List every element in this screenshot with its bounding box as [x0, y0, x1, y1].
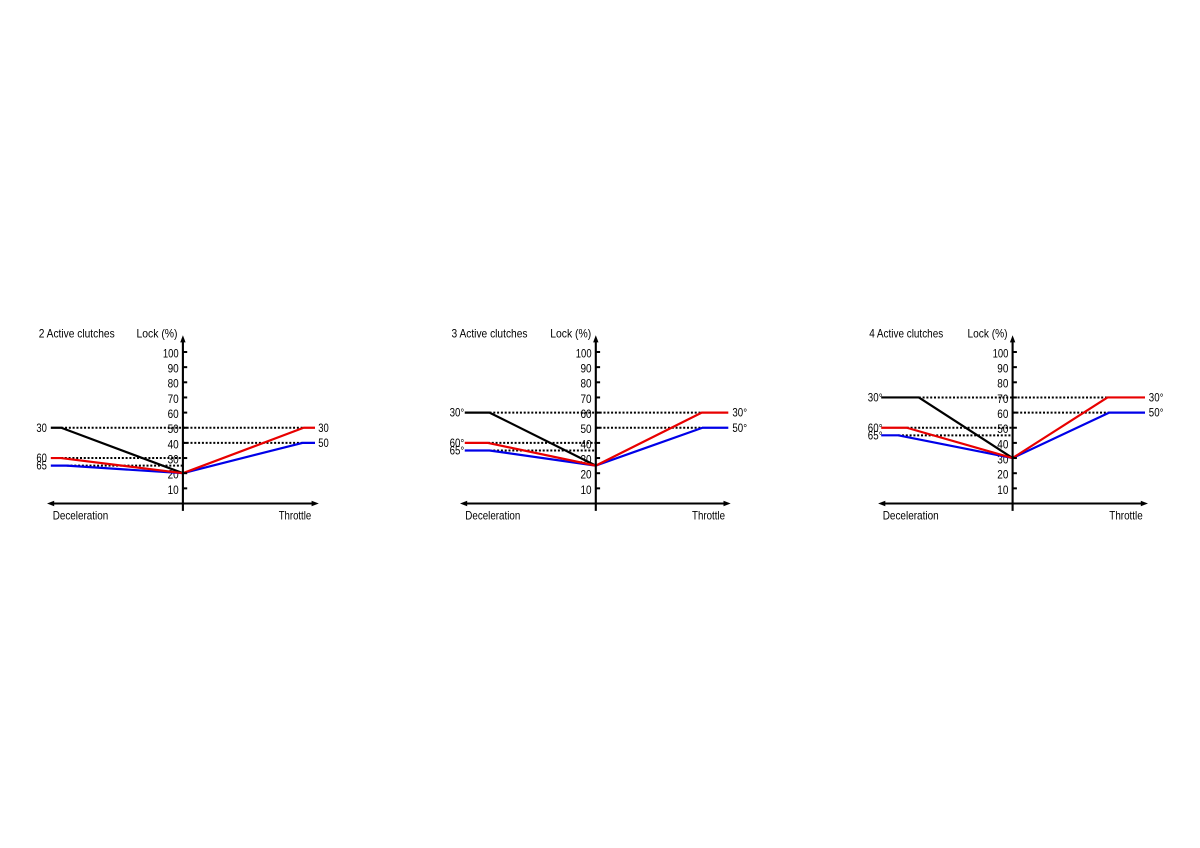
svg-text:60: 60 [997, 407, 1008, 421]
svg-text:3 Active clutches: 3 Active clutches [452, 327, 528, 341]
svg-text:65: 65 [36, 459, 47, 473]
svg-text:60: 60 [168, 407, 179, 421]
svg-text:60: 60 [36, 451, 47, 465]
svg-text:60°: 60° [450, 436, 465, 450]
svg-text:Lock (%): Lock (%) [968, 327, 1008, 341]
svg-text:30: 30 [997, 452, 1008, 466]
svg-text:20: 20 [581, 468, 592, 482]
svg-text:90: 90 [168, 362, 179, 376]
svg-text:30: 30 [581, 452, 592, 466]
svg-text:4 Active clutches: 4 Active clutches [869, 327, 943, 341]
svg-text:50: 50 [168, 422, 179, 436]
svg-text:10: 10 [168, 483, 179, 497]
svg-text:Throttle: Throttle [692, 509, 725, 523]
svg-text:30°: 30° [868, 391, 883, 405]
svg-text:100: 100 [163, 346, 179, 360]
svg-text:50: 50 [581, 422, 592, 436]
svg-text:70: 70 [997, 392, 1008, 406]
svg-text:30: 30 [168, 452, 179, 466]
svg-text:20: 20 [997, 468, 1008, 482]
svg-text:Deceleration: Deceleration [53, 509, 108, 523]
svg-text:70: 70 [168, 392, 179, 406]
svg-text:100: 100 [993, 346, 1009, 360]
svg-text:50: 50 [997, 422, 1008, 436]
svg-text:Deceleration: Deceleration [883, 509, 939, 523]
svg-text:90: 90 [581, 362, 592, 376]
svg-text:65°: 65° [450, 444, 465, 458]
svg-text:30°: 30° [1149, 391, 1164, 405]
svg-text:Throttle: Throttle [1109, 509, 1143, 523]
svg-text:Lock (%): Lock (%) [550, 327, 591, 341]
svg-text:65°: 65° [868, 428, 883, 442]
svg-text:80: 80 [581, 377, 592, 391]
svg-text:100: 100 [576, 346, 592, 360]
svg-text:30°: 30° [450, 406, 465, 420]
svg-text:80: 80 [997, 377, 1008, 391]
svg-text:20: 20 [168, 468, 179, 482]
svg-text:2 Active clutches: 2 Active clutches [39, 327, 115, 341]
svg-text:Deceleration: Deceleration [465, 509, 520, 523]
svg-text:60: 60 [581, 407, 592, 421]
svg-text:30: 30 [36, 421, 47, 435]
svg-text:30: 30 [318, 421, 329, 435]
svg-text:40: 40 [581, 437, 592, 451]
svg-text:60°: 60° [868, 421, 883, 435]
svg-text:90: 90 [997, 362, 1008, 376]
svg-text:50°: 50° [1149, 406, 1164, 420]
svg-text:10: 10 [997, 483, 1008, 497]
svg-text:50°: 50° [732, 421, 747, 435]
svg-text:70: 70 [581, 392, 592, 406]
svg-text:30°: 30° [732, 406, 747, 420]
svg-text:Throttle: Throttle [279, 509, 312, 523]
svg-text:40: 40 [168, 437, 179, 451]
svg-text:80: 80 [168, 377, 179, 391]
svg-text:10: 10 [581, 483, 592, 497]
svg-text:50: 50 [318, 436, 329, 450]
svg-text:40: 40 [997, 437, 1008, 451]
svg-text:Lock (%): Lock (%) [137, 327, 178, 341]
